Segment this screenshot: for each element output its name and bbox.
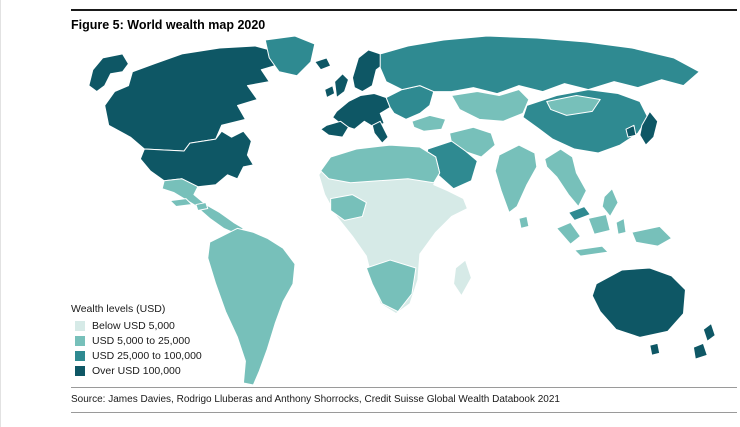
region-canada [104,45,282,152]
region-indonesia [556,213,627,257]
region-south-america [207,227,296,386]
legend-item: Below USD 5,000 [71,320,202,333]
legend-item: USD 5,000 to 25,000 [71,335,202,348]
region-mongolia [546,95,601,116]
region-iceland [314,57,332,71]
region-alaska [88,53,129,93]
legend-label: Below USD 5,000 [92,319,175,332]
region-madagascar [453,259,472,297]
legend-title: Wealth levels (USD) [71,303,166,316]
top-divider [71,9,737,11]
region-india [494,144,538,213]
region-italy [371,120,389,144]
source-divider [71,387,737,388]
region-japan [639,110,659,146]
legend-item: USD 25,000 to 100,000 [71,350,202,363]
world-map-container: Wealth levels (USD) Below USD 5,000 USD … [71,34,737,386]
region-eastern-europe [385,85,435,120]
region-malaysia [568,206,591,221]
region-new-zealand [692,322,716,360]
legend-swatch-25k-100k [75,351,85,362]
region-southeast-asia [544,148,587,208]
legend-label: Over USD 100,000 [92,364,181,377]
source-text: Source: James Davies, Rodrigo Lluberas a… [71,394,560,405]
bottom-divider [71,412,737,413]
region-australia [591,267,686,338]
region-turkey [411,114,447,132]
legend: Wealth levels (USD) Below USD 5,000 USD … [71,301,208,382]
figure-content: Figure 5: World wealth map 2020 [71,0,737,413]
legend-swatch-over-100k [75,366,85,377]
region-scandinavia [351,49,385,93]
region-iberia [320,120,349,138]
legend-label: USD 5,000 to 25,000 [92,334,191,347]
region-tasmania [649,342,661,356]
world-wealth-map [88,35,716,386]
region-hispaniola [195,202,209,211]
region-south-korea [625,124,637,138]
region-west-africa-coast [330,194,367,221]
region-central-asia [451,89,530,122]
region-sri-lanka [518,215,530,229]
legend-label: USD 25,000 to 100,000 [92,349,202,362]
region-southern-africa [365,259,417,313]
region-north-africa [320,144,441,184]
region-cuba [169,198,193,208]
legend-swatch-5k-25k [75,336,85,347]
region-new-guinea [631,225,673,247]
region-greenland [264,35,316,77]
region-philippines [601,188,619,217]
region-russia [379,35,700,95]
legend-swatch-below-5k [75,321,85,332]
figure-title: Figure 5: World wealth map 2020 [71,18,266,32]
region-uk-ireland [324,73,349,99]
legend-item: Over USD 100,000 [71,365,202,378]
